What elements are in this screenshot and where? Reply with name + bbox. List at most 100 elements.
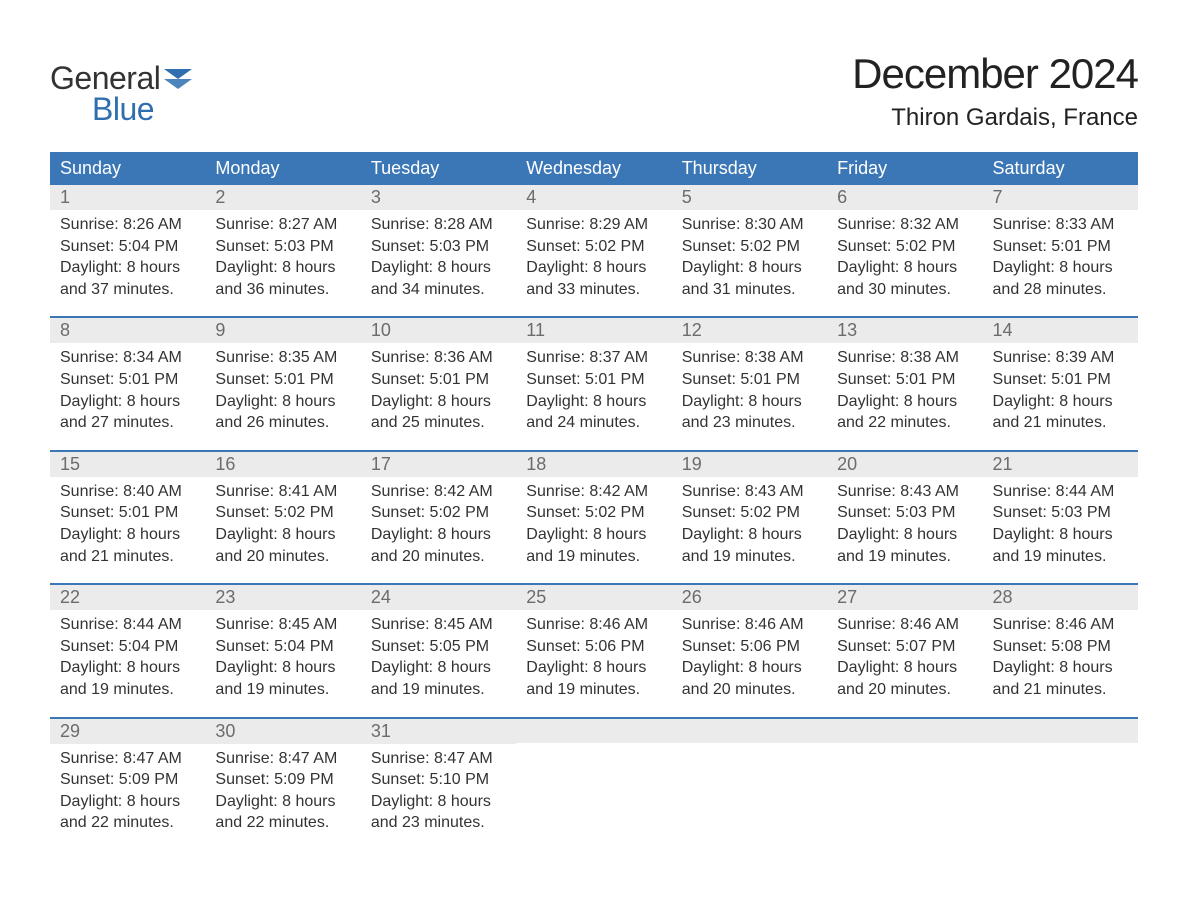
day-number: 9 bbox=[205, 318, 360, 343]
calendar-day bbox=[516, 719, 671, 850]
day-details: Sunrise: 8:44 AMSunset: 5:04 PMDaylight:… bbox=[50, 610, 205, 700]
daylight-text: and 27 minutes. bbox=[60, 412, 197, 434]
daylight-text: Daylight: 8 hours bbox=[526, 257, 663, 279]
day-number: 17 bbox=[361, 452, 516, 477]
sunset-text: Sunset: 5:03 PM bbox=[371, 236, 508, 258]
day-number: 21 bbox=[983, 452, 1138, 477]
location-title: Thiron Gardais, France bbox=[852, 104, 1138, 132]
weekday-header: Monday bbox=[205, 152, 360, 185]
daylight-text: and 30 minutes. bbox=[837, 279, 974, 301]
daylight-text: Daylight: 8 hours bbox=[837, 524, 974, 546]
daylight-text: Daylight: 8 hours bbox=[526, 391, 663, 413]
daylight-text: Daylight: 8 hours bbox=[371, 791, 508, 813]
day-details: Sunrise: 8:36 AMSunset: 5:01 PMDaylight:… bbox=[361, 343, 516, 433]
day-number: 3 bbox=[361, 185, 516, 210]
day-number: 4 bbox=[516, 185, 671, 210]
daylight-text: Daylight: 8 hours bbox=[837, 391, 974, 413]
daylight-text: Daylight: 8 hours bbox=[60, 657, 197, 679]
daylight-text: and 19 minutes. bbox=[526, 679, 663, 701]
sunrise-text: Sunrise: 8:44 AM bbox=[60, 614, 197, 636]
day-number: 24 bbox=[361, 585, 516, 610]
calendar-day: 27Sunrise: 8:46 AMSunset: 5:07 PMDayligh… bbox=[827, 585, 982, 716]
calendar-day: 31Sunrise: 8:47 AMSunset: 5:10 PMDayligh… bbox=[361, 719, 516, 850]
weeks-container: 1Sunrise: 8:26 AMSunset: 5:04 PMDaylight… bbox=[50, 185, 1138, 850]
day-number: 29 bbox=[50, 719, 205, 744]
day-number: 20 bbox=[827, 452, 982, 477]
day-number: 8 bbox=[50, 318, 205, 343]
sunrise-text: Sunrise: 8:46 AM bbox=[837, 614, 974, 636]
daylight-text: and 20 minutes. bbox=[371, 546, 508, 568]
daylight-text: and 23 minutes. bbox=[682, 412, 819, 434]
calendar-day: 17Sunrise: 8:42 AMSunset: 5:02 PMDayligh… bbox=[361, 452, 516, 583]
weekday-header: Wednesday bbox=[516, 152, 671, 185]
calendar-day: 3Sunrise: 8:28 AMSunset: 5:03 PMDaylight… bbox=[361, 185, 516, 316]
day-details: Sunrise: 8:43 AMSunset: 5:02 PMDaylight:… bbox=[672, 477, 827, 567]
daylight-text: and 28 minutes. bbox=[993, 279, 1130, 301]
daylight-text: and 21 minutes. bbox=[993, 679, 1130, 701]
sunset-text: Sunset: 5:02 PM bbox=[526, 236, 663, 258]
daylight-text: Daylight: 8 hours bbox=[215, 791, 352, 813]
sunrise-text: Sunrise: 8:46 AM bbox=[993, 614, 1130, 636]
sunset-text: Sunset: 5:04 PM bbox=[60, 636, 197, 658]
sunrise-text: Sunrise: 8:30 AM bbox=[682, 214, 819, 236]
day-number: 1 bbox=[50, 185, 205, 210]
page-header: General Blue December 2024 Thiron Gardai… bbox=[50, 50, 1138, 132]
calendar-grid: Sunday Monday Tuesday Wednesday Thursday… bbox=[50, 152, 1138, 850]
day-details: Sunrise: 8:41 AMSunset: 5:02 PMDaylight:… bbox=[205, 477, 360, 567]
day-details: Sunrise: 8:29 AMSunset: 5:02 PMDaylight:… bbox=[516, 210, 671, 300]
daylight-text: and 22 minutes. bbox=[215, 812, 352, 834]
daylight-text: Daylight: 8 hours bbox=[526, 657, 663, 679]
calendar-day: 15Sunrise: 8:40 AMSunset: 5:01 PMDayligh… bbox=[50, 452, 205, 583]
calendar-day: 11Sunrise: 8:37 AMSunset: 5:01 PMDayligh… bbox=[516, 318, 671, 449]
daylight-text: Daylight: 8 hours bbox=[682, 391, 819, 413]
sunset-text: Sunset: 5:01 PM bbox=[682, 369, 819, 391]
day-number bbox=[827, 719, 982, 743]
calendar-day: 10Sunrise: 8:36 AMSunset: 5:01 PMDayligh… bbox=[361, 318, 516, 449]
daylight-text: Daylight: 8 hours bbox=[215, 524, 352, 546]
daylight-text: and 36 minutes. bbox=[215, 279, 352, 301]
calendar-week: 22Sunrise: 8:44 AMSunset: 5:04 PMDayligh… bbox=[50, 583, 1138, 716]
daylight-text: Daylight: 8 hours bbox=[682, 657, 819, 679]
weekday-header-row: Sunday Monday Tuesday Wednesday Thursday… bbox=[50, 152, 1138, 185]
calendar-day: 23Sunrise: 8:45 AMSunset: 5:04 PMDayligh… bbox=[205, 585, 360, 716]
sunrise-text: Sunrise: 8:43 AM bbox=[837, 481, 974, 503]
sunrise-text: Sunrise: 8:32 AM bbox=[837, 214, 974, 236]
daylight-text: Daylight: 8 hours bbox=[993, 391, 1130, 413]
day-details: Sunrise: 8:38 AMSunset: 5:01 PMDaylight:… bbox=[827, 343, 982, 433]
calendar-day bbox=[672, 719, 827, 850]
calendar-day: 5Sunrise: 8:30 AMSunset: 5:02 PMDaylight… bbox=[672, 185, 827, 316]
calendar-day: 2Sunrise: 8:27 AMSunset: 5:03 PMDaylight… bbox=[205, 185, 360, 316]
daylight-text: Daylight: 8 hours bbox=[371, 524, 508, 546]
day-details: Sunrise: 8:46 AMSunset: 5:06 PMDaylight:… bbox=[672, 610, 827, 700]
calendar-day: 1Sunrise: 8:26 AMSunset: 5:04 PMDaylight… bbox=[50, 185, 205, 316]
sunset-text: Sunset: 5:06 PM bbox=[526, 636, 663, 658]
calendar-day: 6Sunrise: 8:32 AMSunset: 5:02 PMDaylight… bbox=[827, 185, 982, 316]
day-number: 13 bbox=[827, 318, 982, 343]
day-number: 28 bbox=[983, 585, 1138, 610]
calendar-week: 8Sunrise: 8:34 AMSunset: 5:01 PMDaylight… bbox=[50, 316, 1138, 449]
daylight-text: and 22 minutes. bbox=[837, 412, 974, 434]
day-number: 12 bbox=[672, 318, 827, 343]
calendar-day: 25Sunrise: 8:46 AMSunset: 5:06 PMDayligh… bbox=[516, 585, 671, 716]
day-details: Sunrise: 8:45 AMSunset: 5:05 PMDaylight:… bbox=[361, 610, 516, 700]
day-details: Sunrise: 8:46 AMSunset: 5:06 PMDaylight:… bbox=[516, 610, 671, 700]
day-number: 15 bbox=[50, 452, 205, 477]
sunset-text: Sunset: 5:03 PM bbox=[837, 502, 974, 524]
daylight-text: and 22 minutes. bbox=[60, 812, 197, 834]
calendar-day: 26Sunrise: 8:46 AMSunset: 5:06 PMDayligh… bbox=[672, 585, 827, 716]
daylight-text: and 24 minutes. bbox=[526, 412, 663, 434]
daylight-text: and 31 minutes. bbox=[682, 279, 819, 301]
daylight-text: Daylight: 8 hours bbox=[837, 257, 974, 279]
calendar-day: 30Sunrise: 8:47 AMSunset: 5:09 PMDayligh… bbox=[205, 719, 360, 850]
day-number: 7 bbox=[983, 185, 1138, 210]
calendar-day: 14Sunrise: 8:39 AMSunset: 5:01 PMDayligh… bbox=[983, 318, 1138, 449]
weekday-header: Saturday bbox=[983, 152, 1138, 185]
day-details: Sunrise: 8:33 AMSunset: 5:01 PMDaylight:… bbox=[983, 210, 1138, 300]
calendar-week: 1Sunrise: 8:26 AMSunset: 5:04 PMDaylight… bbox=[50, 185, 1138, 316]
day-number: 19 bbox=[672, 452, 827, 477]
sunset-text: Sunset: 5:03 PM bbox=[993, 502, 1130, 524]
daylight-text: and 19 minutes. bbox=[682, 546, 819, 568]
daylight-text: Daylight: 8 hours bbox=[60, 524, 197, 546]
calendar-day: 20 Sunrise: 8:43 AMSunset: 5:03 PMDayligh… bbox=[827, 452, 982, 583]
sunset-text: Sunset: 5:02 PM bbox=[837, 236, 974, 258]
